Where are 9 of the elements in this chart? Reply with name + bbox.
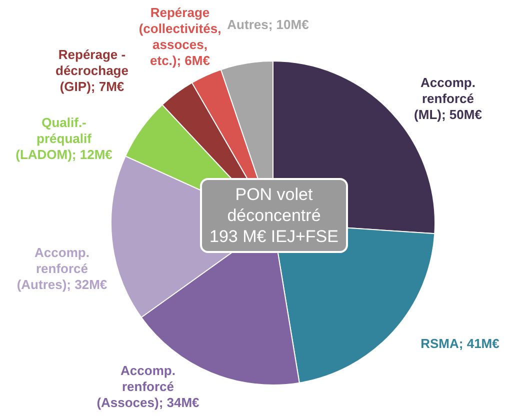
slice-label: Repérage (collectivités, assoces, etc.); 6M€: [138, 5, 222, 68]
text: PON volet déconcentré 193 M€ IEJ+FSE: [208, 184, 340, 247]
slice-label: Autres; 10M€: [227, 17, 309, 32]
slice-label: RSMA; 41M€: [420, 336, 500, 352]
slice-label: Qualif.-préqualif (LADOM); 12M€: [16, 115, 112, 162]
slice-label: Accomp. renforcé (Assoces); 34M€: [96, 363, 200, 410]
slice-label: Repérage - décrochage (GIP); 7M€: [56, 47, 128, 94]
slice-label: Accomp. renforcé (Autres); 32M€: [16, 245, 108, 292]
slice-label: Accomp. renforcé (ML); 50M€: [414, 75, 482, 122]
